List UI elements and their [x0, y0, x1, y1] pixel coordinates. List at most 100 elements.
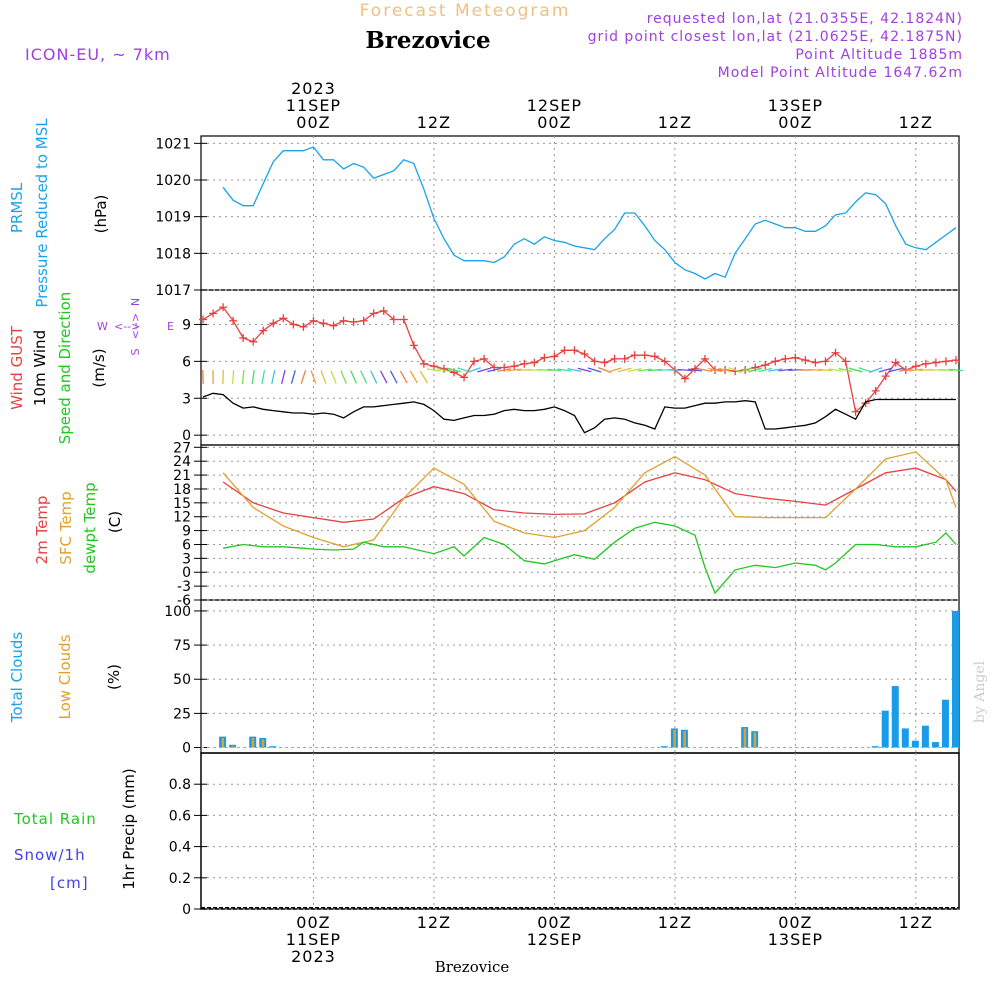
- wind-direction-arrow: [436, 367, 451, 373]
- temp-sfc-label: SFC Temp: [57, 491, 75, 564]
- pressure-unit: (hPa): [92, 195, 110, 234]
- compass-e: E: [167, 320, 174, 333]
- wind-direction-arrow: [281, 370, 286, 384]
- snow-label: Snow/1h: [14, 846, 86, 864]
- y-tick-label: 6: [182, 537, 191, 553]
- total-cloud-bar: [921, 725, 929, 748]
- wind-direction-arrow: [399, 370, 408, 384]
- wind-direction-arrow: [637, 368, 652, 372]
- y-tick-label: 6: [182, 354, 191, 370]
- compass-s: S: [129, 348, 142, 355]
- y-tick-labels: 101710181019102010210369-6-3036912151821…: [155, 136, 201, 918]
- total-cloud-bar: [660, 746, 668, 748]
- total-cloud-bar: [871, 746, 879, 748]
- wind-direction-arrow: [379, 370, 388, 384]
- wind-direction-arrow: [808, 368, 823, 372]
- wind-direction-arrow: [251, 369, 255, 385]
- pressure-line: [222, 146, 957, 280]
- cloud-labels: Total Clouds Low Clouds (%): [8, 632, 123, 724]
- y-tick-label: 18: [173, 482, 191, 498]
- wind-direction-arrow: [818, 368, 833, 372]
- top-time-label: 12SEP: [527, 96, 582, 115]
- pressure-labels: PRMSL Pressure Reduced to MSL (hPa): [8, 118, 110, 308]
- total-cloud-label: Total Clouds: [8, 632, 26, 724]
- wind-direction-arrow: [310, 370, 317, 384]
- gust-point: [791, 353, 800, 362]
- gust-point: [219, 303, 228, 312]
- wind-direction-arrow: [697, 368, 713, 372]
- compass-arrow-ns: <-->: [129, 313, 142, 339]
- wind-direction-arrow: [447, 367, 461, 373]
- y-tick-label: 15: [173, 496, 191, 512]
- bottom-time-label: 12SEP: [527, 930, 582, 949]
- precip-labels: Total Rain Snow/1h [cm] 1hr Precip (mm): [13, 768, 138, 892]
- bottom-time-label: 11SEP: [286, 930, 341, 949]
- wind-direction-arrow: [738, 367, 753, 373]
- y-tick-label: 0.8: [169, 777, 191, 793]
- bottom-time-label: 00Z: [537, 913, 571, 932]
- gust-point: [269, 319, 278, 328]
- gust-point: [389, 315, 398, 324]
- panel-frame: [200, 444, 960, 601]
- gust-point: [801, 356, 810, 365]
- low-cloud-label: Low Clouds: [56, 634, 74, 719]
- temp-2m-line: [222, 467, 957, 523]
- gust-point: [369, 309, 378, 318]
- wind-direction-arrow: [778, 368, 793, 372]
- wind-direction-arrow: [828, 368, 843, 372]
- gust-point: [690, 364, 699, 373]
- y-tick-label: 3: [182, 551, 191, 567]
- gust-point: [319, 319, 328, 328]
- wind-direction-arrow: [389, 370, 398, 384]
- gust-point: [871, 386, 880, 395]
- y-tick-label: 27: [173, 440, 191, 456]
- gust-point: [951, 356, 960, 365]
- top-time-label: 00Z: [296, 113, 330, 132]
- station-title: Brezovice: [365, 27, 490, 54]
- gust-point: [610, 354, 619, 363]
- gust-point: [309, 316, 318, 325]
- gust-point: [339, 316, 348, 325]
- wind-direction-arrow: [627, 368, 642, 372]
- panel-frame: [200, 289, 960, 446]
- gust-point: [821, 357, 830, 366]
- y-tick-label: 0.2: [169, 871, 191, 887]
- wind-direction-arrow: [231, 369, 235, 385]
- gust-point: [429, 362, 438, 371]
- gust-point: [399, 315, 408, 324]
- y-tick-label: 25: [173, 706, 191, 722]
- gust-point: [700, 354, 709, 363]
- wind-direction-arrow: [370, 370, 378, 384]
- gust-point: [209, 309, 218, 318]
- top-time-label: 12Z: [417, 113, 451, 132]
- total-cloud-bar: [931, 742, 939, 748]
- gust-point: [229, 316, 238, 325]
- wind-gust-label: Wind GUST: [8, 325, 26, 410]
- gust-point: [570, 346, 579, 355]
- top-time-label: 12Z: [658, 113, 692, 132]
- bottom-time-label: 12Z: [417, 913, 451, 932]
- gust-point: [931, 358, 940, 367]
- panel-frames: [200, 135, 960, 910]
- grid-lines: [201, 136, 959, 910]
- y-tick-label: 75: [173, 638, 191, 654]
- gust-point: [630, 351, 639, 360]
- wind-direction-arrow: [908, 368, 923, 372]
- low-cloud-bar: [231, 746, 235, 748]
- y-tick-label: 0: [182, 428, 191, 444]
- panel-frame: [200, 752, 960, 910]
- top-time-label: 13SEP: [768, 96, 823, 115]
- temp-unit: (C): [106, 511, 124, 533]
- gust-point: [580, 349, 589, 358]
- wind-direction-arrow: [547, 368, 562, 372]
- wind-direction-arrow: [677, 368, 692, 372]
- gust-point: [861, 399, 870, 408]
- y-tick-label: 1021: [155, 136, 191, 152]
- gust-point: [620, 354, 629, 363]
- total-cloud-bar: [891, 686, 899, 748]
- wind-direction-arrow: [607, 367, 622, 373]
- wind-direction-arrow: [888, 367, 903, 373]
- wind-direction-arrow: [718, 367, 732, 373]
- y-tick-label: 3: [182, 391, 191, 407]
